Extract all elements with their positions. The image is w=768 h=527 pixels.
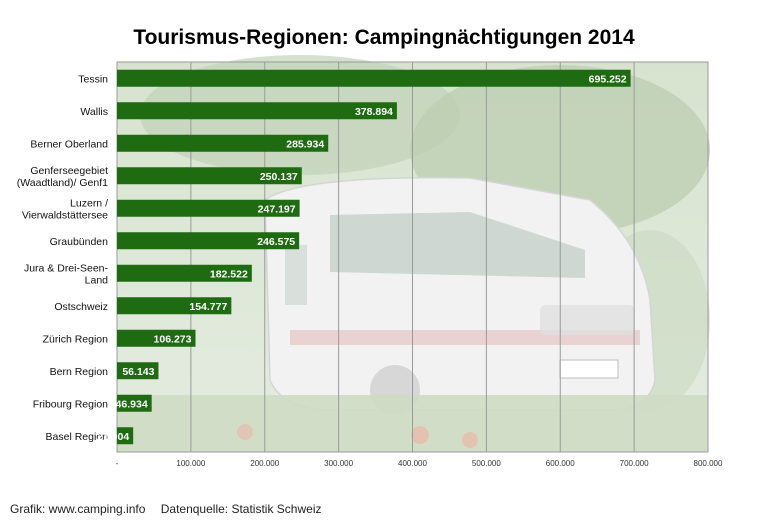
value-label: 21.904: [97, 431, 129, 443]
value-label: 246.575: [257, 236, 295, 248]
x-tick-label: 100.000: [176, 459, 205, 468]
value-label: 46.934: [116, 398, 148, 410]
category-label: Wallis: [80, 106, 108, 118]
bar: [117, 134, 329, 152]
value-label: 106.273: [154, 333, 192, 345]
footer: Grafik: www.camping.info Datenquelle: St…: [10, 502, 333, 516]
bar: [117, 362, 159, 380]
x-tick-label: 800.000: [694, 459, 723, 468]
category-label: Jura & Drei-Seen-Land: [24, 262, 109, 286]
bar: [117, 232, 300, 250]
value-labels: 695.252 378.894 285.934 250.137 247.197 246.5…: [97, 73, 627, 443]
value-label: 247.197: [258, 203, 296, 215]
plot-frame: [116, 61, 709, 453]
value-label: 182.522: [210, 268, 248, 280]
x-tick-label: 200.000: [250, 459, 279, 468]
bar: [117, 69, 631, 87]
x-tick-labels: - 100.000 200.000 300.000 400.000 500.000 600.…: [116, 459, 723, 468]
value-label: 154.777: [189, 301, 227, 313]
value-label: 695.252: [589, 73, 627, 85]
category-label: Graubünden: [50, 236, 109, 248]
footer-credit: Grafik: www.camping.info: [10, 502, 146, 516]
value-label: 250.137: [260, 171, 298, 183]
bar: [117, 102, 397, 120]
footer-source: Datenquelle: Statistik Schweiz: [160, 502, 322, 516]
category-label: Zürich Region: [43, 333, 109, 345]
category-label: Genferseegebiet (Waadtland)/ Genf1: [17, 165, 108, 189]
category-label: Luzern / Vierwaldstättersee: [22, 197, 108, 221]
category-label: Ostschweiz: [54, 301, 108, 313]
x-tick-label: -: [116, 459, 119, 468]
bar: [117, 297, 232, 315]
bar: [117, 167, 302, 185]
value-label: 378.894: [355, 106, 393, 118]
gridlines: [116, 61, 709, 453]
bars-group: [117, 69, 631, 445]
category-label: Basel Region: [46, 431, 109, 443]
x-tick-label: 400.000: [398, 459, 427, 468]
value-label: 56.143: [122, 366, 154, 378]
category-label: Fribourg Region: [33, 398, 108, 410]
x-tick-label: 300.000: [324, 459, 353, 468]
bar: [117, 329, 196, 347]
category-label: Berner Oberland: [30, 138, 108, 150]
value-label: 285.934: [286, 138, 324, 150]
category-label: Bern Region: [50, 366, 109, 378]
bar: [117, 394, 152, 412]
x-tick-label: 500.000: [472, 459, 501, 468]
bar: [117, 264, 252, 282]
category-label: Tessin: [78, 73, 108, 85]
bar: [117, 427, 134, 445]
bar: [117, 199, 300, 217]
category-labels: Tessin Wallis Berner Oberland Genferseegebi…: [17, 73, 109, 443]
x-tick-label: 700.000: [620, 459, 649, 468]
chart-title: Tourismus-Regionen: Campingnächtigungen …: [133, 26, 635, 49]
x-tick-label: 600.000: [546, 459, 575, 468]
